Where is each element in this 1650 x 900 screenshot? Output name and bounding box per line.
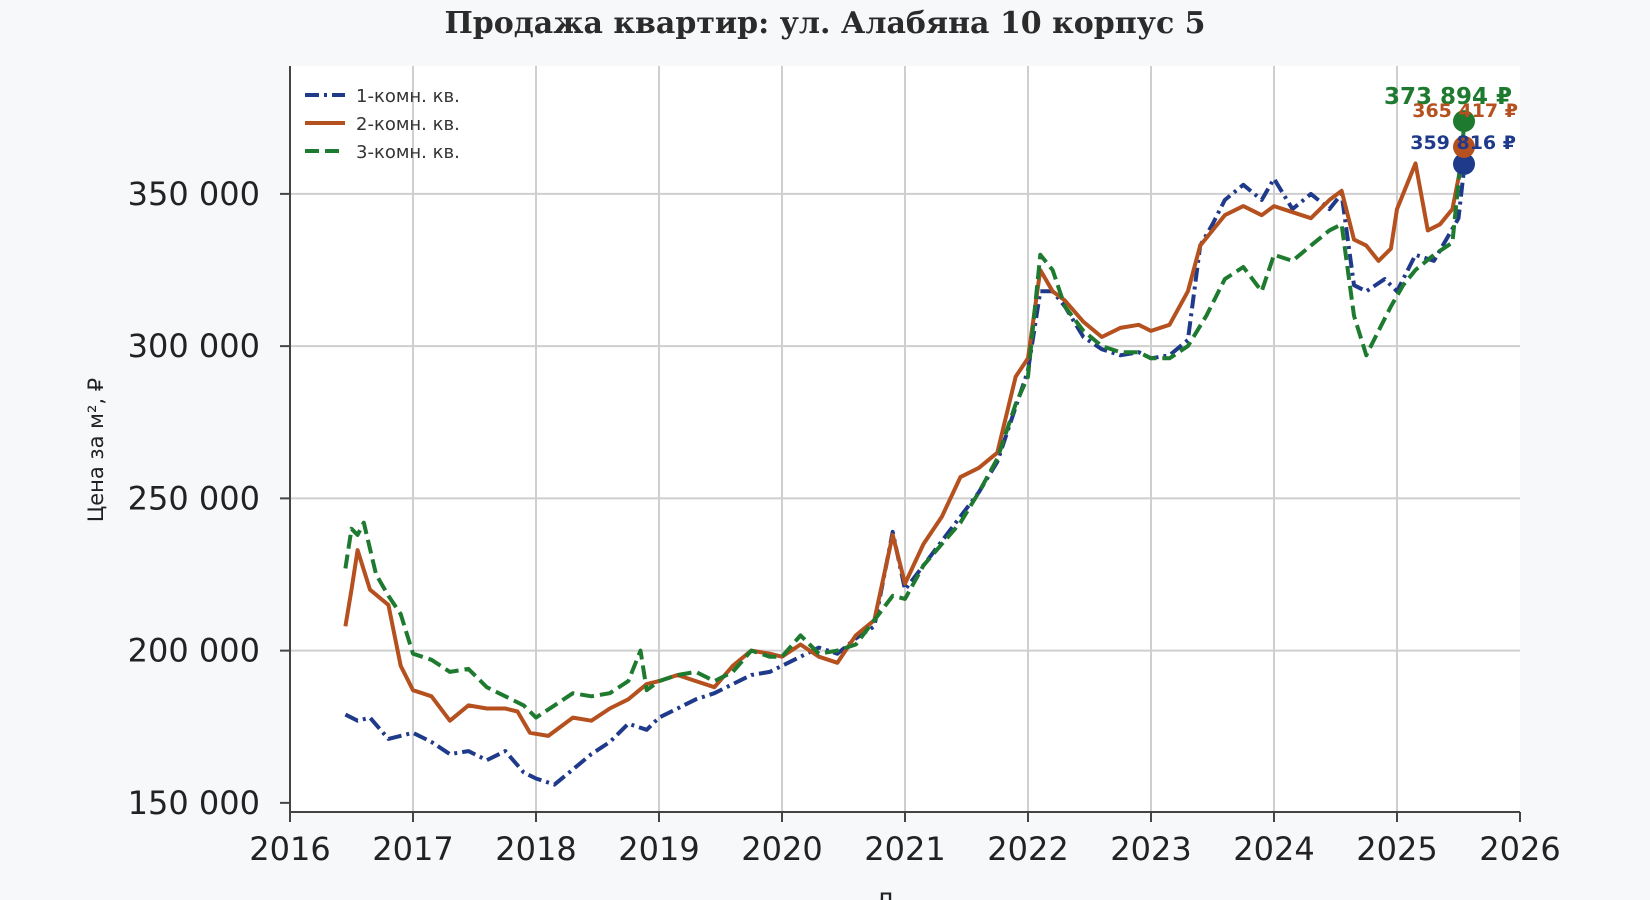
x-tick-label: 2018 (495, 830, 576, 868)
endpoint-marker (1453, 110, 1475, 133)
y-tick-label: 350 000 (128, 175, 260, 213)
x-tick-label: 2020 (741, 830, 822, 868)
series-line-3 (343, 120, 1467, 720)
legend: 1-комн. кв. 2-комн. кв. 3-комн. кв. (305, 86, 460, 163)
y-tick-label: 300 000 (128, 327, 260, 365)
x-tick-label: 2023 (1110, 830, 1191, 868)
x-tick-label: 2022 (987, 830, 1068, 868)
tick-layer: 2016 2017 2018 2019 2020 2021 2022 2023 2024 2025… (128, 66, 1561, 868)
chart-title: Продажа квартир: ул. Алабяна 10 корпус 5 (444, 6, 1206, 41)
endpoint-label: 373 894 ₽ (1384, 84, 1512, 110)
legend-label: 2-комн. кв. (356, 114, 460, 135)
x-tick-label: 2019 (618, 830, 699, 868)
y-tick-label: 150 000 (128, 784, 260, 822)
y-tick-label: 200 000 (128, 632, 260, 670)
legend-label: 3-комн. кв. (356, 142, 460, 163)
endpoint-layer: 373 894 ₽365 417 ₽ 359 816 ₽ (1384, 84, 1518, 175)
y-tick-label: 250 000 (128, 479, 260, 517)
x-tick-label: 2016 (249, 830, 330, 868)
x-axis-label: Д (876, 888, 895, 900)
x-tick-label: 2024 (1233, 830, 1314, 868)
x-tick-label: 2017 (372, 830, 453, 868)
legend-label: 1-комн. кв. (356, 86, 460, 107)
endpoint-marker (1453, 135, 1475, 158)
endpoint-marker (1453, 152, 1475, 175)
series-line-2 (343, 146, 1467, 738)
grid-layer (290, 66, 1520, 812)
series-layer (343, 120, 1467, 787)
endpoint-label: 359 816 ₽ (1410, 132, 1516, 154)
x-tick-label: 2026 (1479, 830, 1560, 868)
x-tick-label: 2025 (1356, 830, 1437, 868)
x-tick-label: 2021 (864, 830, 945, 868)
endpoint-label: 365 417 ₽ (1412, 100, 1518, 122)
